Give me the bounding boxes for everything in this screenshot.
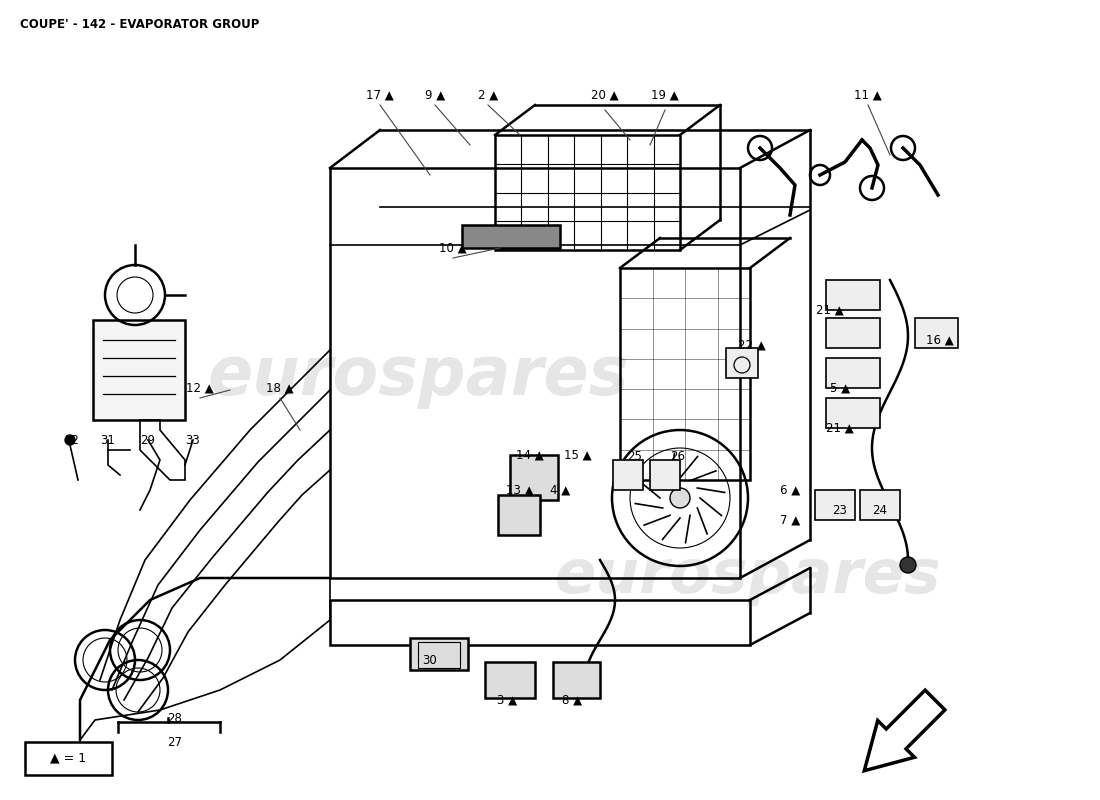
Bar [485,662,535,698]
Text: 16 ▲: 16 ▲ [926,334,954,346]
Text: 24: 24 [872,503,888,517]
Text: 4 ▲: 4 ▲ [550,483,570,497]
Text: 28: 28 [167,711,183,725]
Bar [25,742,112,775]
Text: 10 ▲: 10 ▲ [439,242,466,254]
Bar [860,490,900,520]
Text: 19 ▲: 19 ▲ [651,89,679,102]
Bar [613,460,644,490]
Bar [826,358,880,388]
Bar [726,348,758,378]
Bar [826,280,880,310]
Text: 23: 23 [833,503,847,517]
Text: 5 ▲: 5 ▲ [829,382,850,394]
Text: 21 ▲: 21 ▲ [826,422,854,434]
Text: ▲ = 1: ▲ = 1 [50,751,86,765]
Text: 29: 29 [141,434,155,446]
Circle shape [900,557,916,573]
Text: 26: 26 [671,450,685,463]
Text: 25: 25 [628,450,642,463]
Circle shape [670,488,690,508]
Text: 7 ▲: 7 ▲ [780,514,800,526]
Text: 33: 33 [186,434,200,446]
Text: 6 ▲: 6 ▲ [780,483,800,497]
Text: 14 ▲: 14 ▲ [516,449,543,462]
Text: 18 ▲: 18 ▲ [266,382,294,394]
Text: COUPE' - 142 - EVAPORATOR GROUP: COUPE' - 142 - EVAPORATOR GROUP [20,18,260,31]
Text: eurospares: eurospares [207,343,629,409]
Text: 27: 27 [167,735,183,749]
Bar [94,320,185,420]
Bar [510,455,558,500]
Text: 22 ▲: 22 ▲ [738,338,766,351]
Text: 12 ▲: 12 ▲ [186,382,213,394]
Text: 15 ▲: 15 ▲ [564,449,592,462]
Text: 11 ▲: 11 ▲ [854,89,882,102]
Bar [650,460,680,490]
Text: 31: 31 [100,434,116,446]
Bar [826,398,880,428]
Text: 9 ▲: 9 ▲ [425,89,446,102]
Polygon shape [865,690,945,770]
Bar [826,318,880,348]
Bar [462,225,560,248]
Text: 3 ▲: 3 ▲ [497,694,517,706]
Text: 2 ▲: 2 ▲ [477,89,498,102]
Text: 21 ▲: 21 ▲ [816,303,844,317]
Text: 8 ▲: 8 ▲ [562,694,582,706]
Text: 13 ▲: 13 ▲ [506,483,534,497]
Bar [498,495,540,535]
Bar [553,662,600,698]
Bar [915,318,958,348]
Bar [418,642,460,668]
Bar [410,638,468,670]
Circle shape [65,435,75,445]
Text: 20 ▲: 20 ▲ [591,89,619,102]
Text: 32: 32 [65,434,79,446]
Text: eurospares: eurospares [554,546,942,606]
Text: 30: 30 [422,654,438,666]
Text: 17 ▲: 17 ▲ [366,89,394,102]
Bar [815,490,855,520]
